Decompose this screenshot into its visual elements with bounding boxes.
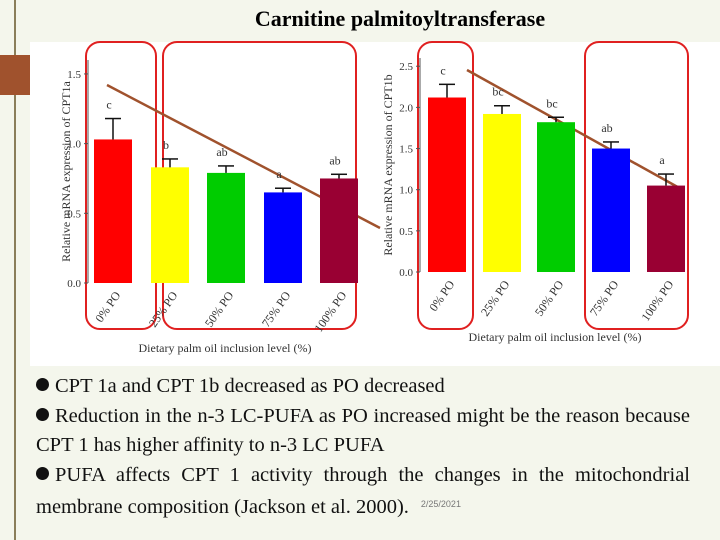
bullet-text: PUFA affects CPT 1 activity through the … — [36, 463, 690, 519]
y-tick-label: 1.0 — [399, 185, 413, 197]
significance-letter: a — [659, 153, 665, 167]
x-tick-label: 100% PO — [311, 288, 349, 334]
y-axis-label: Relative mRNA expression of CPT1a — [59, 81, 73, 262]
bullet-text: CPT 1a and CPT 1b decreased as PO decrea… — [55, 375, 445, 397]
highlight-box — [417, 41, 474, 330]
y-tick-label: 1.0 — [67, 139, 81, 151]
decor-line — [14, 0, 16, 540]
significance-letter: bc — [492, 85, 503, 99]
y-tick-label: 0.0 — [399, 267, 413, 279]
y-tick-label: 0.0 — [67, 278, 81, 290]
significance-letter: c — [106, 98, 111, 112]
bar — [483, 113, 521, 272]
y-tick-label: 1.5 — [67, 69, 81, 81]
x-tick-label: 75% PO — [259, 288, 294, 329]
x-tick-label: 50% PO — [532, 277, 567, 318]
y-tick-label: 2.0 — [399, 102, 413, 114]
bar — [647, 185, 685, 272]
decor-square — [0, 55, 30, 95]
significance-letter: ab — [216, 145, 227, 159]
x-tick-label: 50% PO — [202, 288, 237, 329]
significance-letter: ab — [601, 121, 612, 135]
bar — [592, 148, 630, 272]
x-tick-label: 0% PO — [92, 288, 123, 324]
x-axis-label: Dietary palm oil inclusion level (%) — [469, 330, 642, 344]
significance-letter: ab — [329, 153, 340, 167]
bar — [94, 139, 132, 283]
bar — [207, 172, 245, 283]
bullet: PUFA affects CPT 1 activity through the … — [36, 461, 690, 523]
x-tick-label: 25% PO — [478, 277, 513, 318]
bar — [320, 178, 358, 283]
significance-letter: b — [163, 138, 169, 152]
bullet: Reduction in the n-3 LC-PUFA as PO incre… — [36, 402, 690, 461]
highlight-box — [584, 41, 689, 330]
bar — [428, 97, 466, 272]
bullet-list: CPT 1a and CPT 1b decreased as PO decrea… — [36, 372, 690, 523]
x-tick-label: 0% PO — [426, 277, 457, 313]
slide-title: Carnitine palmitoyltransferase — [254, 6, 546, 31]
y-axis-label: Relative mRNA expression of CPT1b — [381, 74, 395, 255]
significance-letter: c — [440, 63, 445, 77]
bullet: CPT 1a and CPT 1b decreased as PO decrea… — [36, 372, 690, 402]
y-tick-label: 1.5 — [399, 144, 413, 156]
x-tick-label: 75% PO — [587, 277, 622, 318]
bullet-text: Reduction in the n-3 LC-PUFA as PO incre… — [36, 404, 690, 457]
bar — [537, 122, 575, 272]
y-tick-label: 2.5 — [399, 61, 413, 73]
significance-letter: a — [276, 167, 282, 181]
bar — [151, 167, 189, 283]
y-tick-label: 0.5 — [67, 208, 81, 220]
y-tick-label: 0.5 — [399, 226, 413, 238]
bar — [264, 192, 302, 283]
x-tick-label: 100% PO — [638, 277, 676, 323]
x-axis-label: Dietary palm oil inclusion level (%) — [139, 341, 312, 355]
date: 2/25/2021 — [420, 499, 461, 509]
significance-letter: bc — [546, 96, 557, 110]
